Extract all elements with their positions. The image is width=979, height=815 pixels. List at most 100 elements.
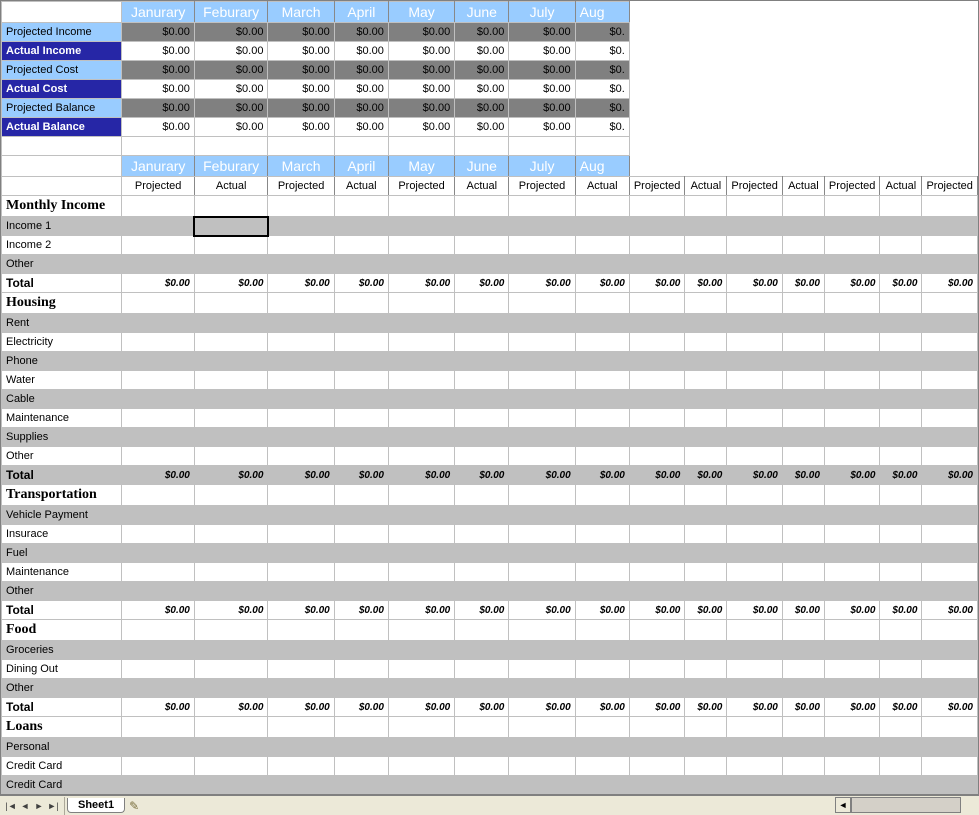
cell[interactable] xyxy=(824,757,879,776)
cell[interactable] xyxy=(388,236,454,255)
cell[interactable] xyxy=(880,236,922,255)
cell[interactable] xyxy=(685,352,727,371)
month-header[interactable]: March xyxy=(268,156,334,177)
cell[interactable] xyxy=(880,776,922,795)
row-label[interactable]: Income 1 xyxy=(2,217,122,236)
total-cell[interactable]: $0.00 xyxy=(455,274,509,293)
summary-cell[interactable]: $0.00 xyxy=(194,99,268,118)
cell[interactable] xyxy=(122,582,194,601)
cell[interactable] xyxy=(194,679,268,698)
cell[interactable] xyxy=(268,485,334,506)
subheader-projected[interactable]: Projected xyxy=(824,177,879,196)
cell[interactable] xyxy=(455,757,509,776)
total-cell[interactable]: $0.00 xyxy=(122,466,194,485)
summary-cell[interactable]: $0.00 xyxy=(268,99,334,118)
total-cell[interactable]: $0.00 xyxy=(727,466,782,485)
cell[interactable] xyxy=(629,620,684,641)
cell[interactable] xyxy=(727,255,782,274)
cell[interactable] xyxy=(268,409,334,428)
cell[interactable] xyxy=(824,620,879,641)
cell[interactable] xyxy=(194,390,268,409)
summary-cell[interactable]: $0.00 xyxy=(194,80,268,99)
cell[interactable] xyxy=(575,409,629,428)
total-cell[interactable]: $0.00 xyxy=(122,601,194,620)
blank-cell[interactable] xyxy=(509,137,575,156)
cell[interactable] xyxy=(509,563,575,582)
cell[interactable] xyxy=(455,679,509,698)
cell[interactable] xyxy=(782,620,824,641)
cell[interactable] xyxy=(334,371,388,390)
cell[interactable] xyxy=(922,738,978,757)
cell[interactable] xyxy=(782,352,824,371)
cell[interactable] xyxy=(880,717,922,738)
cell[interactable] xyxy=(782,738,824,757)
total-cell[interactable]: $0.00 xyxy=(685,274,727,293)
cell[interactable] xyxy=(727,333,782,352)
cell[interactable] xyxy=(629,371,684,390)
cell[interactable] xyxy=(575,196,629,217)
summary-cell[interactable]: $0.00 xyxy=(268,80,334,99)
cell[interactable] xyxy=(782,217,824,236)
total-cell[interactable]: $0.00 xyxy=(388,274,454,293)
cell[interactable] xyxy=(268,641,334,660)
cell[interactable] xyxy=(122,447,194,466)
cell[interactable] xyxy=(575,679,629,698)
cell[interactable] xyxy=(824,371,879,390)
cell[interactable] xyxy=(880,447,922,466)
row-label[interactable]: Other xyxy=(2,582,122,601)
cell[interactable] xyxy=(388,620,454,641)
summary-cell[interactable]: $0.00 xyxy=(455,118,509,137)
blank-cell[interactable] xyxy=(388,137,454,156)
cell[interactable] xyxy=(334,428,388,447)
summary-cell[interactable]: $0.00 xyxy=(194,23,268,42)
cell[interactable] xyxy=(685,485,727,506)
cell[interactable] xyxy=(575,660,629,679)
summary-cell[interactable]: $0.00 xyxy=(334,118,388,137)
cell[interactable] xyxy=(388,390,454,409)
cell[interactable] xyxy=(685,506,727,525)
total-cell[interactable]: $0.00 xyxy=(509,698,575,717)
cell[interactable] xyxy=(122,293,194,314)
cell[interactable] xyxy=(575,738,629,757)
cell[interactable] xyxy=(782,196,824,217)
total-cell[interactable]: $0.00 xyxy=(122,274,194,293)
subheader-actual[interactable]: Actual xyxy=(782,177,824,196)
total-cell[interactable]: $0.00 xyxy=(685,466,727,485)
total-cell[interactable]: $0.00 xyxy=(575,698,629,717)
cell[interactable] xyxy=(880,485,922,506)
cell[interactable] xyxy=(388,525,454,544)
total-cell[interactable]: $0.00 xyxy=(782,466,824,485)
cell[interactable] xyxy=(122,485,194,506)
cell[interactable] xyxy=(575,293,629,314)
cell[interactable] xyxy=(194,409,268,428)
total-cell[interactable]: $0.00 xyxy=(629,698,684,717)
summary-cell[interactable]: $0.00 xyxy=(334,42,388,61)
cell[interactable] xyxy=(880,352,922,371)
cell[interactable] xyxy=(922,525,978,544)
cell[interactable] xyxy=(727,371,782,390)
cell[interactable] xyxy=(782,641,824,660)
cell[interactable] xyxy=(727,196,782,217)
summary-cell[interactable]: $0.00 xyxy=(122,118,194,137)
cell[interactable] xyxy=(509,776,575,795)
cell[interactable] xyxy=(880,196,922,217)
cell[interactable] xyxy=(455,255,509,274)
blank-cell[interactable] xyxy=(334,137,388,156)
cell[interactable] xyxy=(727,679,782,698)
total-cell[interactable]: $0.00 xyxy=(194,698,268,717)
cell[interactable] xyxy=(575,236,629,255)
cell[interactable] xyxy=(880,582,922,601)
blank-cell[interactable] xyxy=(268,137,334,156)
cell[interactable] xyxy=(824,525,879,544)
cell[interactable] xyxy=(880,544,922,563)
cell[interactable] xyxy=(334,563,388,582)
cell[interactable] xyxy=(509,333,575,352)
cell[interactable] xyxy=(922,409,978,428)
row-label[interactable]: Groceries xyxy=(2,641,122,660)
cell[interactable] xyxy=(629,196,684,217)
row-label[interactable]: Rent xyxy=(2,314,122,333)
cell[interactable] xyxy=(922,217,978,236)
cell[interactable] xyxy=(727,641,782,660)
cell[interactable] xyxy=(629,485,684,506)
summary-cell[interactable]: $0. xyxy=(575,99,629,118)
